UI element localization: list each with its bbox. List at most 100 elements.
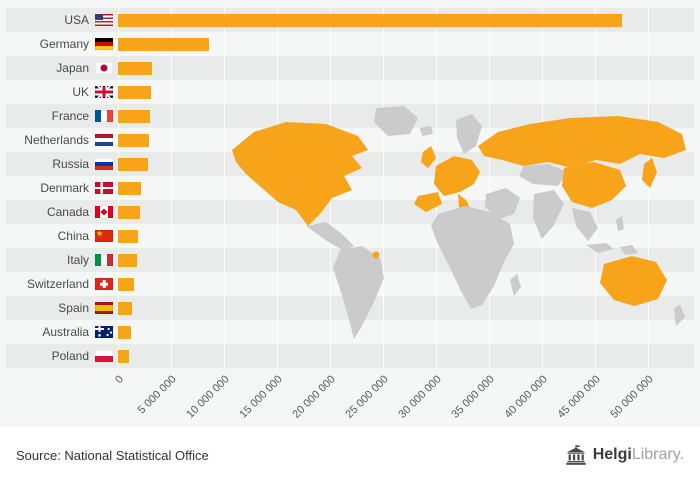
gridline <box>542 8 543 368</box>
switzerland-flag-icon <box>95 278 113 290</box>
x-axis-tick-label: 20 000 000 <box>290 373 338 421</box>
x-axis-tick-label: 0 <box>112 373 126 387</box>
map-region-north-america <box>232 122 368 226</box>
chart-row: Spain <box>0 296 700 320</box>
chart-row: Canada <box>0 200 700 224</box>
map-region-africa <box>431 206 514 309</box>
chart-row: Italy <box>0 248 700 272</box>
x-axis-tick-label: 10 000 000 <box>184 373 232 421</box>
chart-row: Australia <box>0 320 700 344</box>
library-building-icon <box>565 445 586 465</box>
japan-flag-icon <box>95 62 113 74</box>
category-label: Poland <box>51 349 89 363</box>
x-axis-tick-label: 25 000 000 <box>343 373 391 421</box>
footer: Source: National Statistical Office Helg… <box>0 427 700 483</box>
logo-text-helgi: Helgi <box>592 446 632 463</box>
denmark-flag-icon <box>95 182 113 194</box>
gridline <box>383 8 384 368</box>
category-label: Denmark <box>40 181 89 195</box>
chart-row: Japan <box>0 56 700 80</box>
x-axis-tick-label: 30 000 000 <box>396 373 444 421</box>
netherlands-flag-icon <box>95 134 113 146</box>
germany-flag-icon <box>95 38 113 50</box>
source-text: Source: National Statistical Office <box>16 447 209 463</box>
chart-row: Denmark <box>0 176 700 200</box>
bar-area <box>118 320 648 344</box>
usa-flag-icon <box>95 14 113 26</box>
bar-italy[interactable] <box>118 253 138 267</box>
category-label-cell: Germany <box>0 38 118 50</box>
map-region-greenland <box>374 106 418 136</box>
map-region-philippines <box>616 216 624 231</box>
category-label-cell: UK <box>0 86 118 98</box>
poland-flag-icon <box>95 350 113 362</box>
bar-france[interactable] <box>118 109 150 123</box>
category-label: Russia <box>52 157 89 171</box>
chart-row: USA <box>0 8 700 32</box>
bar-spain[interactable] <box>118 301 132 315</box>
category-label: UK <box>72 85 89 99</box>
bar-canada[interactable] <box>118 205 141 219</box>
bar-area <box>118 80 648 104</box>
bar-area <box>118 104 648 128</box>
category-label: Germany <box>39 37 89 51</box>
chart-row: France <box>0 104 700 128</box>
category-label-cell: USA <box>0 14 118 26</box>
australia-flag-icon <box>95 326 113 338</box>
chart-row: UK <box>0 80 700 104</box>
category-label-cell: France <box>0 110 118 122</box>
bar-area <box>118 248 648 272</box>
category-label-cell: China <box>0 230 118 242</box>
category-label-cell: Netherlands <box>0 134 118 146</box>
map-region-uk <box>421 146 436 168</box>
chart-row: Poland <box>0 344 700 368</box>
category-label: China <box>57 229 89 243</box>
bar-russia[interactable] <box>118 157 148 171</box>
category-label: Switzerland <box>26 277 89 291</box>
category-label-cell: Denmark <box>0 182 118 194</box>
bar-usa[interactable] <box>118 13 622 27</box>
bar-netherlands[interactable] <box>118 133 149 147</box>
gridline <box>224 8 225 368</box>
bar-denmark[interactable] <box>118 181 142 195</box>
chart-rows: USA Germany Japan UK <box>0 0 700 368</box>
bar-chart: USA Germany Japan UK <box>0 0 700 427</box>
chart-row: Netherlands <box>0 128 700 152</box>
bar-germany[interactable] <box>118 37 210 51</box>
bar-switzerland[interactable] <box>118 277 134 291</box>
bar-area <box>118 152 648 176</box>
bar-area <box>118 200 648 224</box>
gridline <box>489 8 490 368</box>
map-region-russia <box>478 116 686 168</box>
bar-china[interactable] <box>118 229 139 243</box>
x-axis-tick-label: 5 000 000 <box>135 373 179 417</box>
category-label: Canada <box>46 205 89 219</box>
map-region-central-asia <box>519 164 568 186</box>
category-label-cell: Switzerland <box>0 278 118 290</box>
bar-area <box>118 128 648 152</box>
category-label-cell: Australia <box>0 326 118 338</box>
uk-flag-icon <box>95 86 113 98</box>
map-region-madagascar <box>510 274 521 296</box>
china-flag-icon <box>95 230 113 242</box>
france-flag-icon <box>95 110 113 122</box>
category-label-cell: Spain <box>0 302 118 314</box>
category-label-cell: Canada <box>0 206 118 218</box>
bar-area <box>118 224 648 248</box>
helgi-library-logo[interactable]: HelgiLibrary. <box>565 445 684 465</box>
gridline <box>648 8 649 368</box>
map-region-china <box>562 162 626 208</box>
bar-area <box>118 32 648 56</box>
bar-uk[interactable] <box>118 85 151 99</box>
category-label-cell: Russia <box>0 158 118 170</box>
italy-flag-icon <box>95 254 113 266</box>
map-region-french-guiana <box>372 251 380 259</box>
bar-australia[interactable] <box>118 325 131 339</box>
x-axis-tick-label: 40 000 000 <box>502 373 550 421</box>
bar-japan[interactable] <box>118 61 152 75</box>
map-region-europe <box>434 156 480 196</box>
bar-poland[interactable] <box>118 349 129 363</box>
map-region-south-america <box>333 246 384 339</box>
logo-text: HelgiLibrary. <box>593 446 684 464</box>
chart-row: Russia <box>0 152 700 176</box>
